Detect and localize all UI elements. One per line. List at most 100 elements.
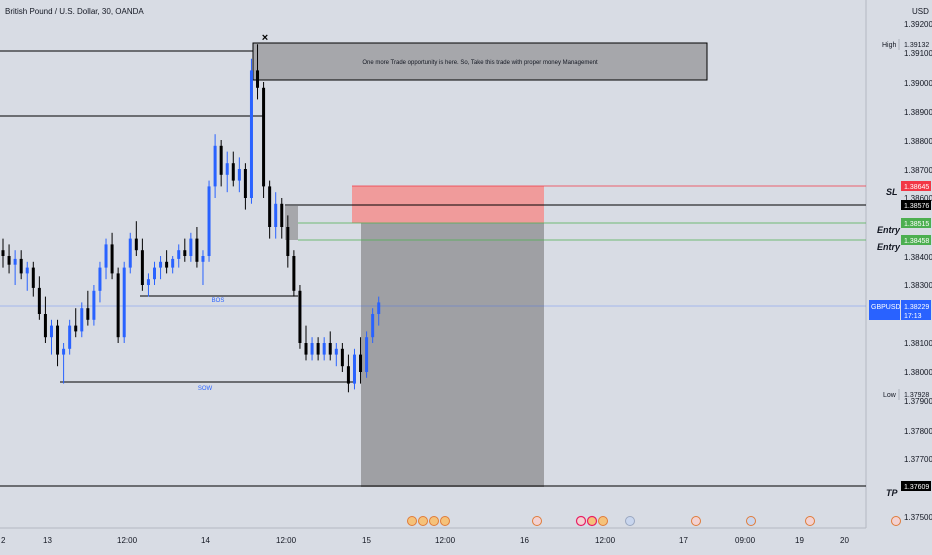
time-tick: 20: [840, 536, 849, 545]
sl-label: SL: [886, 187, 898, 197]
candles-group: [1, 44, 381, 393]
candle: [352, 348, 356, 390]
time-tick: 09:00: [735, 536, 756, 545]
candle-body: [146, 279, 150, 285]
candle: [7, 244, 11, 274]
tp-label: TP: [886, 488, 898, 498]
candle-body: [322, 343, 326, 355]
candle: [346, 354, 350, 393]
candle: [292, 250, 296, 297]
entry1-label: Entry: [877, 225, 901, 235]
structure-price-tag: [901, 200, 931, 210]
candle-body: [328, 343, 332, 355]
us-flag-icon[interactable]: [429, 516, 439, 526]
x-mark: ×: [262, 32, 268, 44]
uk-flag-icon[interactable]: [805, 516, 815, 526]
economic-events[interactable]: [407, 515, 901, 527]
candle: [310, 337, 314, 361]
candle: [98, 261, 102, 303]
candle-body: [316, 343, 320, 355]
time-tick: 17: [679, 536, 688, 545]
time-tick: 19: [795, 536, 804, 545]
uk-flag-icon[interactable]: [575, 515, 587, 527]
uk-flag-icon[interactable]: [691, 516, 701, 526]
us-flag-icon[interactable]: [625, 516, 635, 526]
low-value: 1.37928: [904, 392, 929, 399]
candle-body: [177, 250, 181, 259]
candle: [219, 140, 223, 187]
candle: [146, 273, 150, 297]
candle-body: [153, 267, 156, 280]
symbol-tag: [869, 300, 900, 320]
candle-body: [104, 244, 108, 268]
us-flag-icon[interactable]: [418, 516, 428, 526]
entry2-price-value: 1.38458: [904, 238, 929, 245]
entry2-label: Entry: [877, 242, 901, 252]
price-tick: 1.38100: [904, 339, 932, 348]
time-axis: 2 13 12:00 14 12:00 15 12:00 16 12:00 17…: [1, 536, 849, 545]
price-tick: 1.37800: [904, 427, 932, 436]
candle-body: [74, 325, 78, 332]
candle-body: [365, 337, 369, 372]
candle-body: [298, 290, 302, 343]
candle-body: [7, 256, 11, 265]
uk-flag-icon[interactable]: [532, 516, 542, 526]
low-tag: Low 1.37928: [883, 389, 929, 400]
candle: [92, 285, 96, 326]
price-axis-currency: USD: [912, 7, 929, 16]
candle: [159, 256, 163, 280]
note-box[interactable]: [252, 42, 708, 81]
candle: [134, 221, 138, 256]
us-flag-icon[interactable]: [586, 515, 598, 527]
candle: [262, 82, 266, 198]
candle-body: [371, 314, 375, 338]
time-tick: 12:00: [276, 536, 297, 545]
note-text: One more Trade opportunity is here. So, …: [362, 60, 598, 66]
candle-body: [237, 169, 241, 181]
us-flag-icon[interactable]: [440, 516, 450, 526]
candle-body: [122, 267, 126, 338]
low-label: Low: [883, 392, 897, 399]
candle-body: [219, 145, 223, 175]
candle: [334, 343, 338, 367]
candle: [213, 134, 217, 198]
candle: [43, 296, 47, 343]
structure-price-value: 1.38576: [904, 203, 929, 210]
time-tick: 12:00: [117, 536, 138, 545]
tp-price-tag: [901, 481, 931, 491]
candle-body: [49, 325, 53, 338]
candle: [37, 276, 41, 320]
candle-body: [201, 256, 205, 262]
uk-flag-icon[interactable]: [891, 516, 901, 526]
candle-body: [183, 250, 187, 256]
target-zone[interactable]: [361, 223, 544, 487]
candle-body: [110, 244, 114, 274]
candle: [189, 232, 193, 262]
sl-price-value: 1.38645: [904, 184, 929, 191]
candle: [231, 151, 235, 187]
candle: [128, 232, 132, 274]
candle: [104, 238, 108, 280]
candle-body: [249, 70, 253, 198]
price-tick: 1.39200: [904, 20, 932, 29]
time-tick: 13: [43, 536, 52, 545]
us-flag-icon[interactable]: [598, 516, 608, 526]
candle-body: [128, 238, 132, 268]
candle-body: [25, 267, 29, 274]
price-tick: 1.38900: [904, 108, 932, 117]
candle: [80, 302, 84, 338]
candle-body: [68, 325, 72, 349]
time-tick: 14: [201, 536, 210, 545]
current-price-value: 1.38229: [904, 304, 929, 311]
candle: [225, 151, 229, 193]
candle-body: [134, 238, 138, 251]
candle: [328, 331, 332, 361]
price-tick: 1.38000: [904, 368, 932, 377]
candle-body: [80, 308, 84, 332]
candle-body: [225, 163, 229, 175]
candle-body: [1, 250, 5, 256]
candle-body: [256, 70, 260, 88]
us-flag-icon[interactable]: [407, 516, 417, 526]
us-flag-icon[interactable]: [746, 516, 756, 526]
candle: [274, 192, 278, 239]
